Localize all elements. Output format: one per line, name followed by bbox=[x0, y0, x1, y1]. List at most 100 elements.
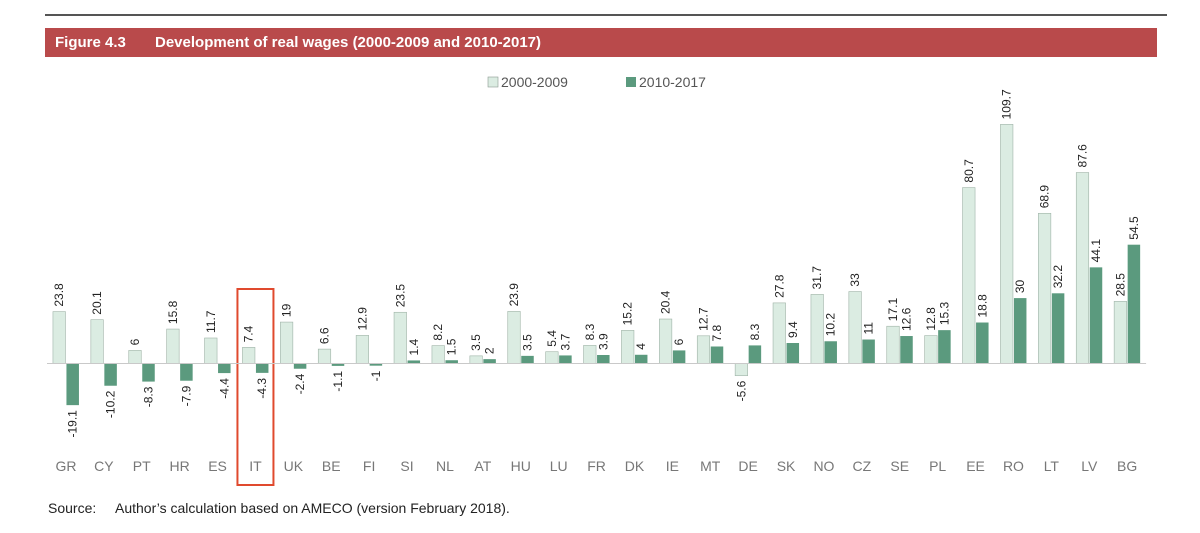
bar-2000-2009-gr bbox=[52, 311, 66, 364]
bar-2010-2017-fi bbox=[369, 363, 383, 366]
category-label-sk: SK bbox=[777, 458, 796, 474]
bar-2010-2017-es bbox=[218, 363, 231, 374]
category-label-bg: BG bbox=[1117, 458, 1137, 474]
category-label-lt: LT bbox=[1044, 458, 1060, 474]
value-label-2000-2009-sk: 27.8 bbox=[772, 274, 786, 298]
bar-2010-2017-ie bbox=[672, 350, 686, 364]
value-label-2000-2009-ro: 109.7 bbox=[1000, 89, 1014, 119]
bar-2000-2009-bg bbox=[1113, 301, 1127, 364]
value-label-2000-2009-cz: 33 bbox=[848, 273, 862, 287]
category-label-no: NO bbox=[813, 458, 834, 474]
bar-2000-2009-si bbox=[393, 311, 407, 364]
value-label-2000-2009-bg: 28.5 bbox=[1113, 273, 1127, 297]
highlight-box-it bbox=[236, 288, 275, 486]
value-label-2010-2017-ro: 30 bbox=[1013, 279, 1027, 293]
bar-2000-2009-hu bbox=[507, 311, 521, 364]
bar-2000-2009-sk bbox=[772, 302, 786, 364]
bar-2010-2017-sk bbox=[786, 343, 800, 364]
value-label-2010-2017-pt: -8.3 bbox=[142, 386, 156, 407]
category-label-gr: GR bbox=[55, 458, 76, 474]
value-label-2000-2009-at: 3.5 bbox=[469, 334, 483, 351]
category-label-cy: CY bbox=[94, 458, 114, 474]
category-label-nl: NL bbox=[436, 458, 454, 474]
bar-2000-2009-de bbox=[734, 363, 748, 377]
category-label-at: AT bbox=[474, 458, 491, 474]
bar-2010-2017-cz bbox=[862, 339, 875, 364]
value-label-2000-2009-mt: 12.7 bbox=[697, 307, 711, 331]
source-label: Source: bbox=[48, 500, 97, 516]
value-label-2000-2009-cy: 20.1 bbox=[90, 291, 104, 315]
bar-2000-2009-se bbox=[886, 325, 900, 364]
value-label-2010-2017-hr: -7.9 bbox=[179, 385, 193, 406]
bar-2000-2009-hr bbox=[166, 328, 180, 364]
figure-title: Development of real wages (2000-2009 and… bbox=[155, 34, 542, 51]
category-label-hu: HU bbox=[511, 458, 531, 474]
bar-2010-2017-lu bbox=[559, 355, 572, 364]
value-label-2000-2009-no: 31.7 bbox=[810, 266, 824, 290]
value-label-2000-2009-pl: 12.8 bbox=[924, 307, 938, 331]
value-label-2000-2009-hr: 15.8 bbox=[166, 300, 180, 324]
value-label-2000-2009-fi: 12.9 bbox=[355, 307, 369, 331]
top-rule bbox=[45, 14, 1167, 16]
value-label-2000-2009-fr: 8.3 bbox=[583, 323, 597, 340]
bar-2010-2017-si bbox=[407, 360, 421, 364]
bar-2000-2009-no bbox=[810, 294, 824, 364]
bar-2000-2009-ee bbox=[962, 187, 976, 364]
bar-2010-2017-lt bbox=[1051, 293, 1065, 364]
bar-2000-2009-ie bbox=[659, 318, 673, 364]
bar-2010-2017-at bbox=[483, 359, 496, 364]
bar-2010-2017-de bbox=[748, 345, 762, 364]
category-label-be: BE bbox=[322, 458, 341, 474]
category-label-lu: LU bbox=[550, 458, 568, 474]
category-label-ie: IE bbox=[666, 458, 679, 474]
bar-2010-2017-ro bbox=[1013, 298, 1027, 364]
category-label-pt: PT bbox=[133, 458, 151, 474]
bar-2010-2017-bg bbox=[1127, 244, 1141, 364]
value-label-2010-2017-lt: 32.2 bbox=[1051, 265, 1065, 289]
figure-header: Figure 4.3 Development of real wages (200… bbox=[45, 28, 1157, 57]
value-label-2000-2009-de: -5.6 bbox=[734, 380, 748, 401]
value-label-2010-2017-de: 8.3 bbox=[748, 323, 762, 340]
value-label-2000-2009-lt: 68.9 bbox=[1038, 185, 1052, 209]
category-label-pl: PL bbox=[929, 458, 946, 474]
bar-2000-2009-fi bbox=[355, 335, 369, 364]
value-label-2000-2009-dk: 15.2 bbox=[621, 302, 635, 326]
value-label-2000-2009-hu: 23.9 bbox=[507, 283, 521, 307]
value-label-2010-2017-es: -4.4 bbox=[217, 378, 231, 399]
value-label-2010-2017-gr: -19.1 bbox=[66, 410, 80, 438]
bar-2010-2017-pt bbox=[142, 363, 155, 382]
bar-2000-2009-dk bbox=[621, 330, 635, 364]
value-label-2010-2017-cy: -10.2 bbox=[104, 390, 118, 418]
bar-2000-2009-pl bbox=[924, 335, 938, 364]
value-label-2000-2009-gr: 23.8 bbox=[52, 283, 66, 307]
value-label-2010-2017-mt: 7.8 bbox=[710, 324, 724, 341]
value-label-2000-2009-it: 7.4 bbox=[242, 325, 256, 342]
value-label-2000-2009-ee: 80.7 bbox=[962, 159, 976, 183]
bar-2000-2009-es bbox=[204, 337, 218, 364]
bar-2000-2009-lt bbox=[1038, 212, 1052, 364]
value-label-2000-2009-si: 23.5 bbox=[393, 284, 407, 308]
bar-2000-2009-ro bbox=[1000, 124, 1014, 364]
value-label-2010-2017-at: 2 bbox=[483, 347, 497, 354]
value-label-2010-2017-pl: 15.3 bbox=[937, 301, 951, 325]
value-label-2000-2009-es: 11.7 bbox=[204, 310, 218, 333]
bar-2010-2017-nl bbox=[445, 360, 458, 364]
value-label-2000-2009-nl: 8.2 bbox=[431, 324, 445, 341]
bar-2000-2009-it bbox=[242, 347, 256, 364]
value-label-2000-2009-pt: 6 bbox=[128, 338, 142, 345]
bar-2010-2017-no bbox=[824, 341, 837, 364]
value-label-2010-2017-uk: -2.4 bbox=[293, 373, 307, 394]
value-label-2000-2009-uk: 19 bbox=[280, 303, 294, 317]
value-label-2010-2017-bg: 54.5 bbox=[1127, 216, 1141, 240]
figure-number: Figure 4.3 bbox=[55, 34, 126, 51]
category-label-ee: EE bbox=[966, 458, 985, 474]
value-label-2010-2017-lv: 44.1 bbox=[1089, 239, 1103, 263]
legend-label-2000-2009: 2000-2009 bbox=[501, 74, 568, 90]
source-text: Author’s calculation based on AMECO (ver… bbox=[115, 500, 510, 516]
bar-2010-2017-hr bbox=[180, 363, 193, 381]
value-label-2010-2017-it: -4.3 bbox=[255, 378, 269, 399]
bar-2010-2017-gr bbox=[66, 363, 79, 406]
bar-2000-2009-be bbox=[317, 348, 332, 364]
bar-2000-2009-nl bbox=[431, 345, 445, 364]
